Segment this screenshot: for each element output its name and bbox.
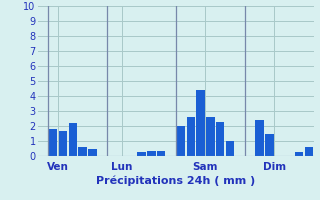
Bar — [255, 120, 264, 156]
X-axis label: Précipitations 24h ( mm ): Précipitations 24h ( mm ) — [96, 175, 256, 186]
Bar — [88, 148, 97, 156]
Bar — [226, 141, 234, 156]
Bar — [68, 123, 77, 156]
Bar — [177, 126, 185, 156]
Bar — [137, 152, 146, 156]
Bar — [78, 147, 87, 156]
Bar — [305, 147, 313, 156]
Bar — [59, 130, 67, 156]
Bar — [206, 117, 215, 156]
Bar — [157, 151, 165, 156]
Bar — [196, 90, 205, 156]
Bar — [295, 152, 303, 156]
Bar — [216, 121, 224, 156]
Bar — [49, 129, 57, 156]
Bar — [187, 117, 195, 156]
Bar — [265, 134, 274, 156]
Bar — [147, 151, 156, 156]
